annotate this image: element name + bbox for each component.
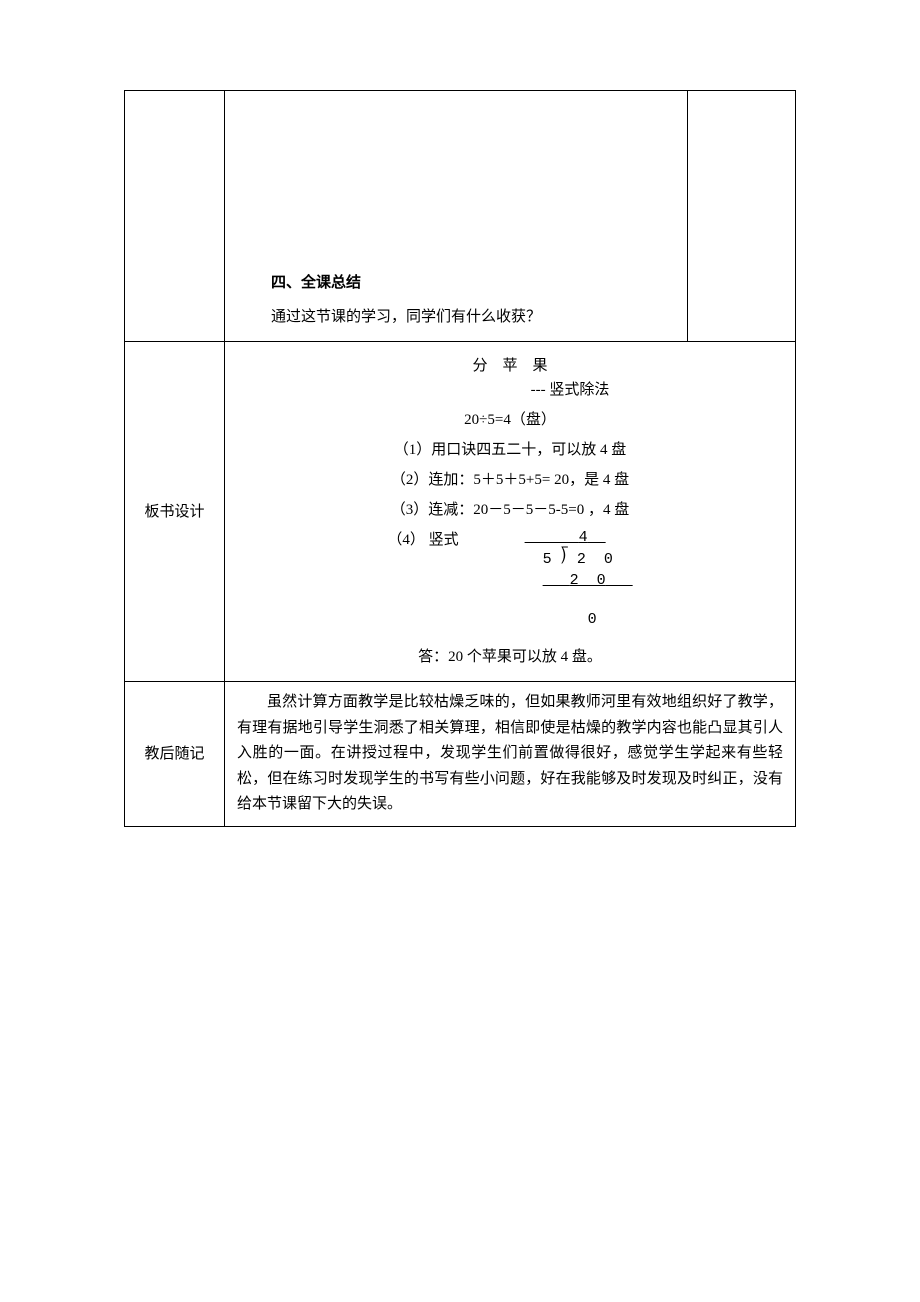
row1-right: [687, 91, 795, 341]
row1-left: 四、全课总结 通过这节课的学习，同学们有什么收获？: [225, 91, 687, 341]
division-dividend: 2 0: [577, 551, 613, 568]
board-item2: （2）连加：5＋5＋5+5= 20，是 4 盘: [241, 468, 779, 492]
long-division: 4 5 ⟌ 2 0 2 0 0: [525, 528, 633, 629]
board-equation: 20÷5=4（盘）: [241, 408, 779, 432]
row-reflection: 教后随记 虽然计算方面教学是比较枯燥乏味的，但如果教师河里有效地组织好了教学，有…: [125, 682, 796, 827]
board-design-content: 分 苹 果 --- 竖式除法 20÷5=4（盘） （1）用口诀四五二十，可以放 …: [225, 342, 796, 682]
division-divisor: 5: [543, 551, 552, 568]
reflection-text: 虽然计算方面教学是比较枯燥乏味的，但如果教师河里有效地组织好了教学，有理有据地引…: [237, 690, 783, 818]
row1-label-cell: [125, 91, 225, 342]
division-product: 2 0: [570, 572, 606, 589]
board-subtitle: --- 竖式除法: [241, 378, 779, 402]
reflection-label: 教后随记: [125, 682, 225, 827]
summary-question: 通过这节课的学习，同学们有什么收获？: [241, 305, 671, 329]
division-remainder: 0: [588, 611, 597, 628]
board-design-label: 板书设计: [125, 342, 225, 682]
item4-label: （4） 竖式: [387, 528, 458, 552]
board-title: 分 苹 果: [241, 354, 779, 378]
board-item4: （4） 竖式 4 5 ⟌ 2 0 2 0 0: [241, 528, 779, 629]
row-board-design: 板书设计 分 苹 果 --- 竖式除法 20÷5=4（盘） （1）用口诀四五二十…: [125, 342, 796, 682]
lesson-plan-table: 四、全课总结 通过这节课的学习，同学们有什么收获？ 板书设计 分 苹 果 ---…: [124, 90, 796, 827]
board-answer: 答：20 个苹果可以放 4 盘。: [241, 645, 779, 669]
reflection-content: 虽然计算方面教学是比较枯燥乏味的，但如果教师河里有效地组织好了教学，有理有据地引…: [225, 682, 796, 827]
row1-content-wrap: 四、全课总结 通过这节课的学习，同学们有什么收获？: [225, 91, 796, 342]
section-title: 四、全课总结: [241, 271, 671, 295]
board-item3: （3）连减：20－5－5－5-5=0 ，4 盘: [241, 498, 779, 522]
row-summary: 四、全课总结 通过这节课的学习，同学们有什么收获？: [125, 91, 796, 342]
board-item1: （1）用口诀四五二十，可以放 4 盘: [241, 438, 779, 462]
division-quotient: 4: [579, 529, 588, 546]
